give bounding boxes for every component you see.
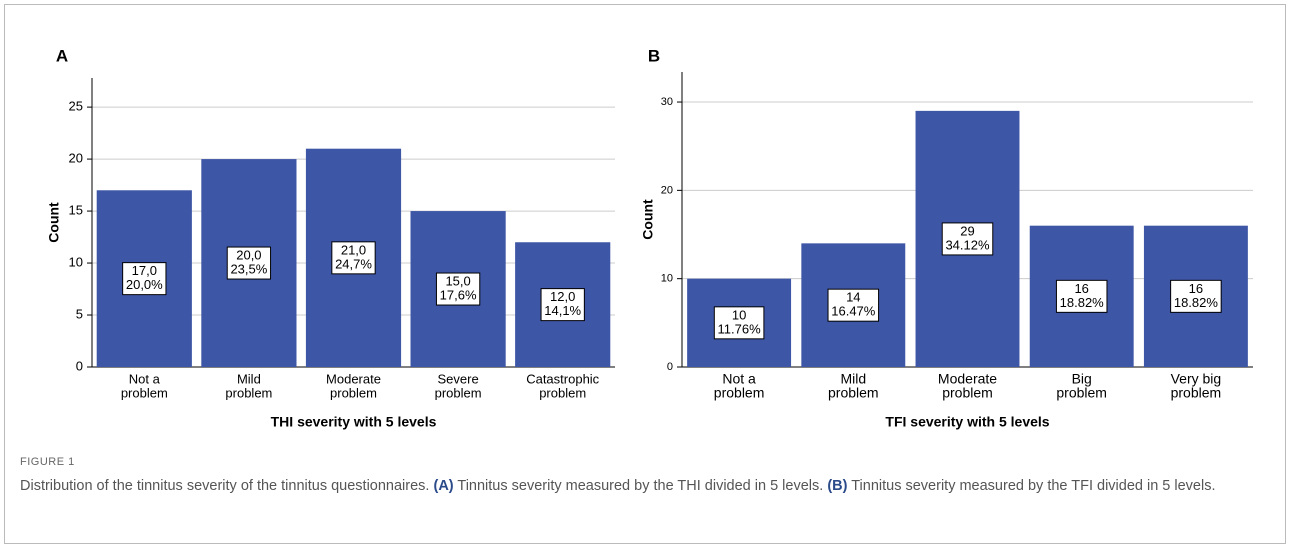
x-tick-label: problem [121, 385, 168, 400]
y-tick-label: 0 [76, 358, 83, 373]
data-label: 12,0 [550, 289, 575, 304]
x-tick-label: Not a [722, 371, 756, 387]
data-label-box [226, 246, 272, 280]
caption-text: Distribution of the tinnitus severity of… [20, 478, 434, 494]
data-label-box [827, 288, 880, 322]
y-tick-label: 5 [76, 306, 83, 321]
data-label: 20,0% [126, 277, 163, 292]
x-tick-label: Catastrophic [526, 371, 599, 386]
y-tick-label: 25 [69, 99, 83, 114]
y-tick-label: 0 [667, 361, 673, 373]
x-tick-label: problem [942, 385, 993, 401]
y-tick-label: 20 [69, 151, 83, 166]
x-tick-label: problem [539, 385, 586, 400]
caption-ref: (A) [433, 478, 454, 494]
x-tick-label: problem [330, 385, 377, 400]
x-tick-label: problem [1056, 385, 1107, 401]
data-label: 20,0 [236, 247, 261, 262]
x-axis-title: THI severity with 5 levels [271, 414, 437, 430]
data-label: 17,6% [440, 287, 477, 302]
data-label: 34.12% [945, 237, 990, 252]
data-label-box [1170, 279, 1222, 313]
data-label-box [941, 222, 994, 256]
panel-label: A [56, 46, 68, 65]
data-label: 17,0 [132, 263, 157, 278]
caption-text: Tinnitus severity measured by the THI di… [453, 478, 828, 494]
caption-ref: (B) [827, 478, 848, 494]
data-label: 14,1% [544, 303, 581, 318]
x-tick-label: problem [225, 385, 272, 400]
data-label: 16 [1189, 281, 1203, 296]
data-label: 16 [1074, 281, 1088, 296]
data-label-box [331, 241, 376, 275]
x-tick-label: Very big [1171, 371, 1222, 387]
x-tick-label: problem [435, 385, 482, 400]
panel-label: B [648, 46, 660, 65]
x-tick-label: Not a [129, 371, 161, 386]
data-label: 21,0 [341, 242, 366, 257]
x-tick-label: Mild [237, 371, 261, 386]
x-axis-title: TFI severity with 5 levels [885, 414, 1049, 430]
x-tick-label: Big [1072, 371, 1092, 387]
x-tick-label: Mild [840, 371, 866, 387]
data-label-box [435, 272, 481, 306]
y-tick-label: 10 [69, 254, 83, 269]
data-label-box [713, 306, 765, 340]
x-tick-label: Moderate [326, 371, 381, 386]
data-label-box [540, 288, 585, 322]
figure-label: FIGURE 1 [20, 456, 75, 468]
data-label: 15,0 [445, 273, 470, 288]
x-tick-label: problem [828, 385, 879, 401]
data-label-box [1055, 279, 1108, 313]
data-label: 29 [960, 223, 974, 238]
y-tick-label: 10 [661, 273, 673, 285]
data-label: 14 [846, 290, 860, 305]
data-label: 18.82% [1174, 295, 1219, 310]
figure-frame [4, 4, 1286, 544]
x-tick-label: Severe [437, 371, 478, 386]
y-axis-title: Count [640, 199, 656, 240]
data-label: 16.47% [831, 304, 876, 319]
x-tick-label: problem [1171, 385, 1222, 401]
data-label: 18.82% [1060, 295, 1105, 310]
caption-text: Tinnitus severity measured by the TFI di… [847, 478, 1216, 494]
x-tick-label: Moderate [938, 371, 997, 387]
y-tick-label: 30 [661, 96, 673, 108]
y-tick-label: 20 [661, 184, 673, 196]
data-label: 11.76% [718, 321, 762, 336]
data-label-box [122, 262, 167, 296]
figure-caption: Distribution of the tinnitus severity of… [20, 476, 1260, 496]
data-label: 24,7% [335, 256, 372, 271]
data-label: 23,5% [230, 261, 267, 276]
data-label: 10 [732, 307, 746, 322]
y-axis-title: Count [46, 202, 62, 243]
x-tick-label: problem [714, 385, 765, 401]
y-tick-label: 15 [69, 203, 83, 218]
